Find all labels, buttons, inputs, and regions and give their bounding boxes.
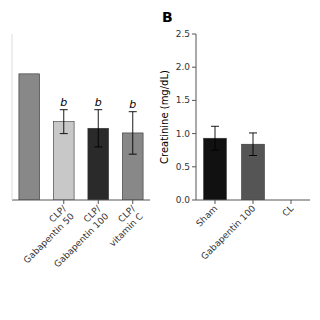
x-tick xyxy=(291,200,292,204)
x-tick xyxy=(215,200,216,204)
y-axis xyxy=(12,34,13,200)
y-tick-label: 2.0 xyxy=(176,62,191,72)
y-axis xyxy=(196,34,197,200)
y-axis-label: Creatinine (mg/dL) xyxy=(159,70,170,164)
y-tick-label: 0.0 xyxy=(176,195,191,205)
bars xyxy=(204,126,265,200)
y-tick-label: 0.5 xyxy=(176,162,190,172)
x-tick-label: CL xyxy=(280,203,295,218)
error-bar xyxy=(60,110,68,134)
panel: 0.0 0.5 1.0 1.5 2.0 2.5 ShamGabapentin 100 CL Cr… xyxy=(159,9,310,262)
y-tick-label: 1.0 xyxy=(176,129,191,139)
title: B xyxy=(162,9,173,25)
x-tick-label: CLP/vitamin C xyxy=(100,203,146,249)
error-bar xyxy=(129,112,137,154)
y-tick xyxy=(192,166,196,167)
x-tick xyxy=(98,200,99,204)
error-bar xyxy=(249,133,257,156)
bars xyxy=(19,74,143,200)
panel: bbbCLP/Gabapentin 50CLP/Gabapentin 100CL… xyxy=(12,34,150,269)
y-tick xyxy=(192,133,196,134)
annotation: b xyxy=(60,96,67,109)
error-bar xyxy=(211,126,219,150)
y-tick xyxy=(192,67,196,68)
x-tick-label: Sham xyxy=(194,203,219,228)
x-tick-label: Gabapentin 100 xyxy=(199,203,257,261)
bar xyxy=(19,74,40,200)
chart: bbbCLP/Gabapentin 50CLP/Gabapentin 100CL… xyxy=(0,0,320,320)
x-tick-label: CLP/Gabapentin 100 xyxy=(44,203,111,270)
x-axis xyxy=(12,200,150,201)
y-tick xyxy=(192,34,196,35)
x-tick xyxy=(132,200,133,204)
y-tick-label: 1.5 xyxy=(176,95,190,105)
x-tick xyxy=(253,200,254,204)
x-tick xyxy=(63,200,64,204)
y-tick xyxy=(192,200,196,201)
error-bar xyxy=(94,110,102,147)
annotation: b xyxy=(95,96,102,109)
annotation: b xyxy=(129,98,136,111)
y-tick-label: 2.5 xyxy=(176,29,190,39)
y-tick xyxy=(192,100,196,101)
